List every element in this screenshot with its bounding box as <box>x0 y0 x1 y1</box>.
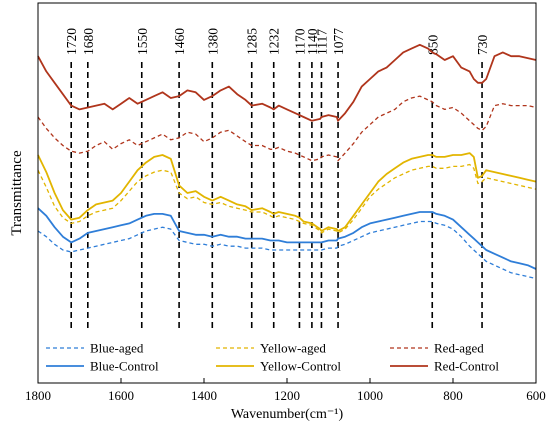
annotation-lines: 1720 1680 1550 1460 1380 1285 1232 117011401117… <box>64 28 490 330</box>
legend-label: Red-aged <box>434 341 484 356</box>
x-tick-label: 1600 <box>108 388 134 403</box>
annotation-label: 1550 <box>135 28 150 55</box>
series-line-red-control <box>37 43 537 122</box>
annotation-label: 1170 <box>292 28 307 55</box>
series-line-yellow-aged <box>37 163 537 234</box>
x-tick-label: 600 <box>526 388 546 403</box>
x-tick-label: 1000 <box>357 388 383 403</box>
annotation-label: 1680 <box>81 28 96 55</box>
legend-label: Yellow-aged <box>260 341 326 356</box>
annotation-label: 1140 <box>305 28 320 55</box>
x-tick-label: 1400 <box>191 388 217 403</box>
legend-label: Red-Control <box>434 359 499 374</box>
series-line-blue-aged <box>37 220 537 280</box>
x-tick-label: 1200 <box>274 388 300 403</box>
legend-label: Yellow-Control <box>260 359 341 374</box>
annotation-label: 1460 <box>172 28 187 55</box>
series-line-yellow-control <box>37 152 537 232</box>
x-tick-label: 800 <box>443 388 463 403</box>
annotation-label: 1232 <box>267 28 282 55</box>
annotation-label: 1380 <box>205 28 220 55</box>
annotation-label: 1117 <box>314 29 329 55</box>
series-line-blue-control <box>37 207 537 270</box>
series-lines <box>37 43 537 280</box>
legend: Blue-aged Yellow-aged Red-aged Blue-Control… <box>46 341 499 374</box>
x-axis-label: Wavenumber(cm⁻¹) <box>231 407 344 422</box>
y-axis-label: Transmittance <box>9 150 25 236</box>
legend-label: Blue-aged <box>90 341 144 356</box>
series-line-red-aged <box>37 95 537 162</box>
annotation-label: 1720 <box>64 28 79 55</box>
annotation-label: 1077 <box>331 28 346 55</box>
legend-label: Blue-Control <box>90 359 159 374</box>
x-axis-ticks: 1800 1600 1400 1200 1000 800 600 <box>25 378 546 403</box>
x-tick-label: 1800 <box>25 388 51 403</box>
annotation-label: 730 <box>475 35 490 56</box>
annotation-label: 1285 <box>245 28 260 55</box>
